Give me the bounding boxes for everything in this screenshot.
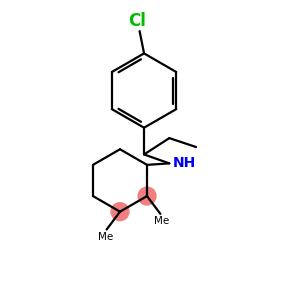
Circle shape bbox=[111, 203, 129, 220]
Text: NH: NH bbox=[172, 156, 196, 170]
Text: Me: Me bbox=[98, 232, 113, 242]
Text: Cl: Cl bbox=[128, 12, 146, 30]
Text: Me: Me bbox=[154, 216, 170, 226]
Circle shape bbox=[138, 187, 156, 205]
